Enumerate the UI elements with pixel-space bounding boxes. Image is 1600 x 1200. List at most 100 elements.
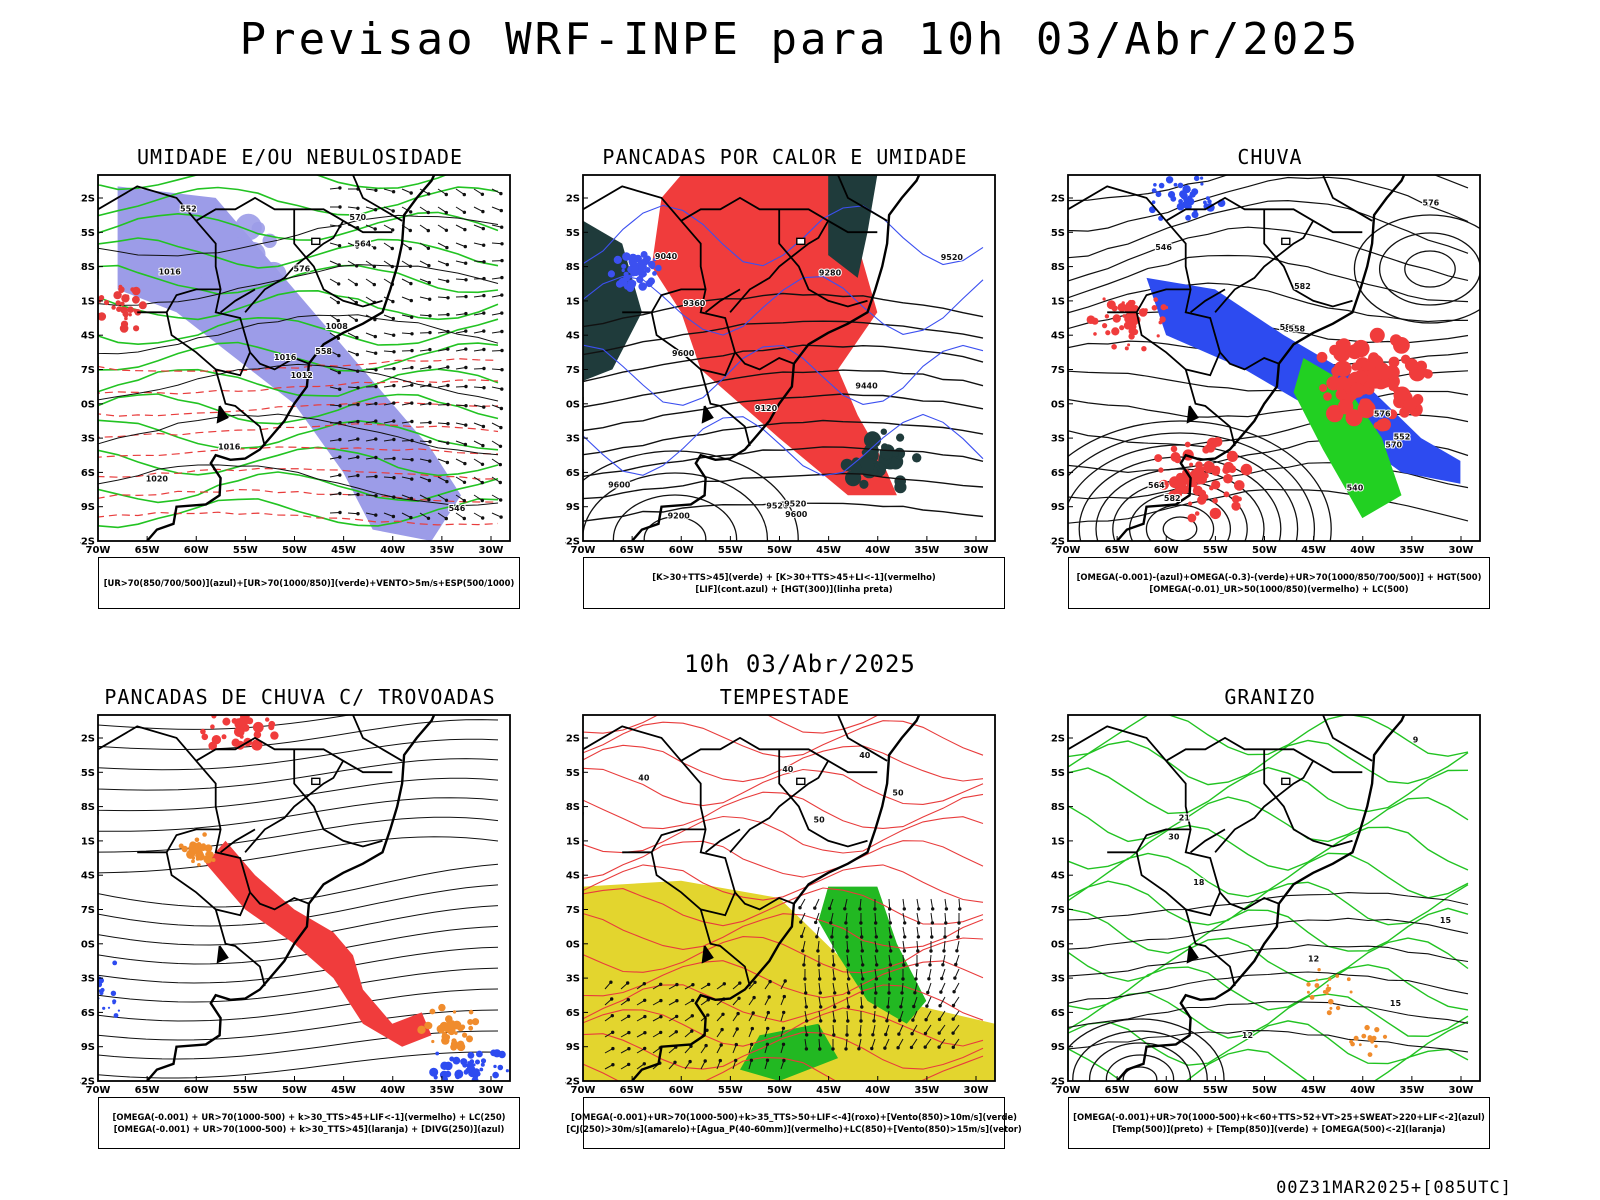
map-layers [98, 715, 509, 1081]
contour-label: 18 [1193, 878, 1205, 887]
legend-line: [OMEGA(-0.001)-(azul)+OMEGA(-0.3)-(verde… [1076, 572, 1482, 582]
storm-fill-yellow [583, 880, 995, 1081]
map-pancadas_calor: 9600952096009520944093609280920091209040… [565, 174, 996, 556]
contour-label: 40 [638, 773, 650, 782]
lat-tick-label: 18S [1050, 262, 1065, 273]
panel-title: CHUVA [1237, 145, 1303, 169]
lon-tick-label: 35W [429, 545, 454, 556]
contour-label: 40 [782, 765, 794, 774]
panel-granizo: GRANIZO 12 15 18 21 30 15 12 9 12S 15S 18S 21S 24S 27S… [1050, 685, 1490, 1175]
lat-tick-label: 30S [80, 399, 95, 410]
panel-chuva: CHUVA 588 576 582 576 570 564 558 552 546 540 582 12… [1050, 145, 1490, 635]
lat-tick-label: 24S [1050, 331, 1065, 342]
lon-tick-label: 70W [1056, 1085, 1081, 1096]
lon-tick-label: 50W [1252, 545, 1277, 556]
panel-title: PANCADAS DE CHUVA C/ TROVOADAS [104, 685, 496, 709]
lat-tick-label: 21S [1050, 836, 1065, 847]
lon-tick-label: 65W [135, 545, 160, 556]
legend-box: [OMEGA(-0.001)+UR>70(1000-500)+k<60+TTS>… [1068, 1097, 1490, 1149]
legend-line: [OMEGA(-0.01)_UR>50(1000/850)(vermelho) … [1149, 584, 1409, 594]
lon-tick-label: 45W [816, 545, 841, 556]
map-layers: 588 576 582 576 570 564 558 552 546 540 582 [1068, 175, 1480, 541]
lon-tick-label: 65W [620, 1085, 645, 1096]
contour-label: 540 [1347, 483, 1364, 492]
lon-tick-label: 55W [1203, 545, 1228, 556]
contour-label: 50 [892, 788, 904, 797]
legend-line: [LIF](cont.azul) + [HGT(300)](linha pret… [695, 584, 893, 594]
lat-tick-label: 12S [80, 194, 95, 205]
lat-tick-label: 42S [80, 1077, 95, 1088]
contour-label: 552 [180, 204, 197, 213]
lat-tick-label: 36S [80, 1008, 95, 1019]
legend-box: [OMEGA(-0.001)-(azul)+OMEGA(-0.3)-(verde… [1068, 557, 1490, 609]
lat-tick-label: 39S [80, 502, 95, 513]
lat-tick-label: 36S [565, 468, 580, 479]
lon-tick-label: 65W [1105, 545, 1130, 556]
map-layers: 1012 1016 1016 1020 1008 1016 570 576 564 558 552 5… [98, 175, 504, 541]
lat-tick-label: 33S [565, 434, 580, 445]
storm-fill-green-south [740, 1023, 838, 1081]
contour-label: 1020 [146, 475, 169, 484]
lon-tick-label: 55W [233, 1085, 258, 1096]
contour-label: 9520 [784, 500, 807, 509]
contour-label: 9040 [655, 252, 678, 261]
lat-tick-label: 39S [1050, 1042, 1065, 1053]
contour-label: 9280 [819, 269, 842, 278]
lon-tick-label: 50W [282, 1085, 307, 1096]
map-frame [582, 174, 996, 542]
legend-line: [K>30+TTS>45](verde) + [K>30+TTS>45+LI<-… [652, 572, 936, 582]
lon-tick-label: 60W [1154, 1085, 1179, 1096]
lon-tick-label: 60W [184, 1085, 209, 1096]
coastline-and-borders [1068, 175, 1406, 541]
lat-tick-label: 33S [1050, 434, 1065, 445]
lat-tick-label: 21S [80, 296, 95, 307]
contour-label: 9360 [683, 299, 706, 308]
lat-tick-label: 15S [1050, 768, 1065, 779]
lat-tick-label: 12S [80, 734, 95, 745]
map-layers: 9600952096009520944093609280920091209040… [583, 175, 984, 541]
panel-title: UMIDADE E/OU NEBULOSIDADE [136, 145, 464, 169]
legend-line: [OMEGA(-0.001) + UR>70(1000-500) + k>30_… [113, 1124, 505, 1134]
lat-tick-label: 24S [565, 871, 580, 882]
lat-tick-label: 21S [565, 836, 580, 847]
lat-tick-label: 18S [565, 802, 580, 813]
lon-tick-label: 50W [282, 545, 307, 556]
lat-tick-label: 39S [80, 1042, 95, 1053]
legend-box: [K>30+TTS>45](verde) + [K>30+TTS>45+LI<-… [583, 557, 1005, 609]
legend-line: [CJ(250)>30m/s](amarelo)+[Agua_P(40-60mm… [566, 1124, 1022, 1134]
coastline-and-borders [98, 715, 436, 1081]
panel-title: GRANIZO [1224, 685, 1316, 709]
map-granizo: 12 15 18 21 30 15 12 9 12S 15S 18S 21S 24S 27S 30S 33S 3… [1050, 714, 1481, 1096]
lat-tick-label: 36S [80, 468, 95, 479]
lat-tick-label: 12S [565, 194, 580, 205]
contour-label: 40 [859, 751, 871, 760]
lat-tick-label: 15S [1050, 228, 1065, 239]
contour-label: 21 [1179, 813, 1191, 822]
lon-tick-label: 30W [479, 545, 504, 556]
contour-label: 546 [1155, 243, 1172, 252]
contour-label: 582 [1164, 494, 1181, 503]
lat-tick-label: 30S [565, 939, 580, 950]
lon-tick-label: 65W [620, 545, 645, 556]
lat-tick-label: 12S [565, 734, 580, 745]
contour-label: 576 [1374, 409, 1391, 418]
lat-tick-label: 30S [565, 399, 580, 410]
lon-tick-label: 40W [865, 545, 890, 556]
panel-umidade: UMIDADE E/OU NEBULOSIDADE 1012 1016 1016 102… [80, 145, 520, 635]
map-umidade: 1012 1016 1016 1020 1008 1016 570 576 564 558 552 5… [80, 174, 511, 556]
lat-tick-label: 27S [80, 365, 95, 376]
legend-line: [Temp(500)](preto) + [Temp(850)](verde) … [1112, 1124, 1446, 1134]
contour-label: 9 [1413, 736, 1419, 745]
lat-tick-label: 33S [80, 434, 95, 445]
lat-tick-label: 27S [565, 905, 580, 916]
rain-fill-green [1293, 358, 1402, 519]
lon-tick-label: 60W [669, 1085, 694, 1096]
contour-label: 1008 [326, 322, 349, 331]
lon-tick-label: 65W [1105, 1085, 1130, 1096]
thunder-fill-red [205, 840, 432, 1047]
lat-tick-label: 18S [565, 262, 580, 273]
contour-label: 564 [1148, 481, 1165, 490]
lat-tick-label: 30S [1050, 399, 1065, 410]
map-layers: 50 40 40 50 40 [583, 715, 995, 1081]
lat-tick-label: 18S [80, 262, 95, 273]
